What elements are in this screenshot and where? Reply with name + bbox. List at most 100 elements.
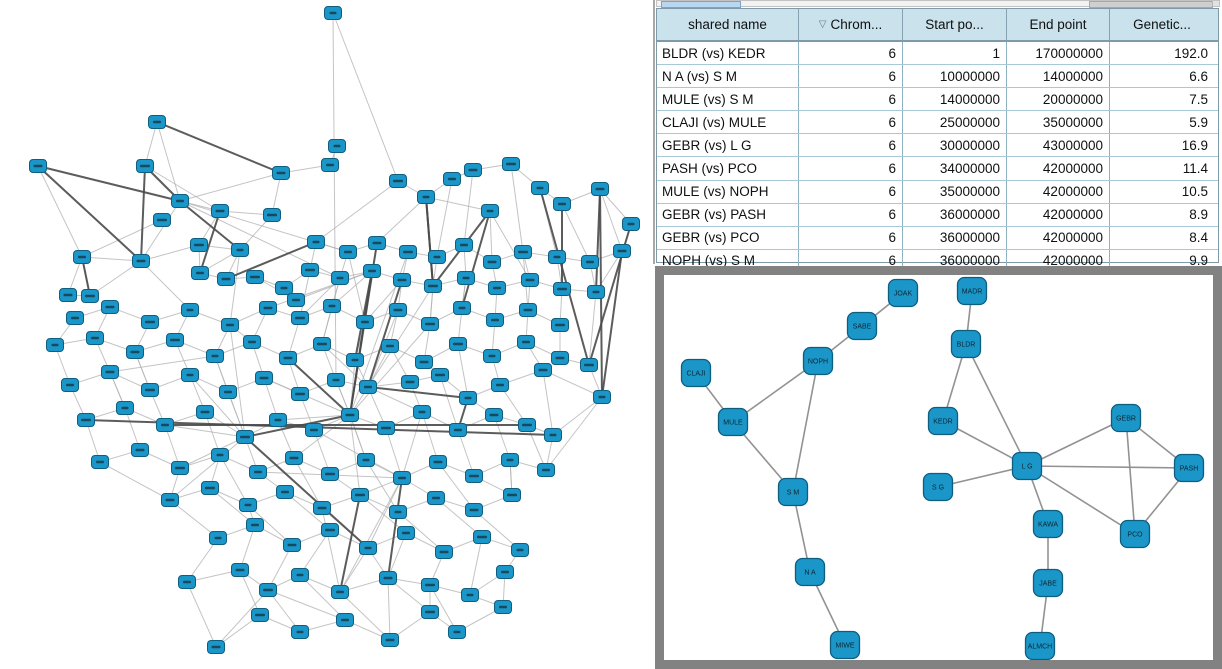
network-node[interactable] [221,318,239,332]
network-node[interactable] [481,204,499,218]
network-node[interactable] [209,531,227,545]
network-node[interactable] [259,301,277,315]
network-node[interactable] [491,378,509,392]
column-header-end-point[interactable]: End point [1007,9,1110,40]
network-node[interactable] [389,303,407,317]
network-node[interactable] [486,313,504,327]
network-node[interactable] [331,271,349,285]
network-node[interactable] [190,238,208,252]
network-node[interactable] [77,413,95,427]
network-node[interactable] [328,139,346,153]
network-node[interactable] [548,250,566,264]
table-row[interactable]: PASH (vs) PCO 6 34000000 42000000 11.4 [657,157,1218,181]
network-node[interactable] [464,163,482,177]
network-node-sabe[interactable]: SABE [846,311,878,341]
network-node-kawa[interactable]: KAWA [1032,509,1064,539]
network-node[interactable] [397,526,415,540]
network-node[interactable] [291,311,309,325]
network-node[interactable] [141,383,159,397]
network-node[interactable] [313,501,331,515]
table-row[interactable]: NOPH (vs) S M 6 36000000 42000000 9.9 [657,249,1218,272]
table-row[interactable]: GEBR (vs) PCO 6 36000000 42000000 8.4 [657,226,1218,250]
network-node-kedr[interactable]: KEDR [927,406,959,436]
network-node[interactable] [166,333,184,347]
network-node[interactable] [519,303,537,317]
network-node[interactable] [46,338,64,352]
network-node[interactable] [313,337,331,351]
network-node[interactable] [427,491,445,505]
network-node-noph[interactable]: NOPH [802,346,834,376]
network-node[interactable] [321,467,339,481]
network-node[interactable] [448,625,466,639]
network-node[interactable] [259,583,277,597]
network-node[interactable] [59,288,77,302]
network-node-bldr[interactable]: BLDR [950,329,982,359]
network-node[interactable] [324,6,342,20]
network-node-l-g[interactable]: L G [1011,451,1043,481]
network-node-joak[interactable]: JOAK [887,278,919,308]
network-node-claji[interactable]: CLAJI [680,358,712,388]
column-header-chrom[interactable]: ▽ Chrom... [799,9,903,40]
network-node[interactable] [537,463,555,477]
network-node[interactable] [496,565,514,579]
network-node[interactable] [201,481,219,495]
network-node[interactable] [473,530,491,544]
network-node[interactable] [553,197,571,211]
network-node[interactable] [246,518,264,532]
network-node[interactable] [246,270,264,284]
network-node[interactable] [126,345,144,359]
network-node[interactable] [279,351,297,365]
network-node[interactable] [132,254,150,268]
network-node[interactable] [488,281,506,295]
table-row[interactable]: MULE (vs) NOPH 6 35000000 42000000 10.5 [657,180,1218,204]
network-node[interactable] [449,337,467,351]
network-node[interactable] [393,273,411,287]
network-node[interactable] [377,421,395,435]
network-node[interactable] [389,174,407,188]
network-node[interactable] [494,600,512,614]
network-node[interactable] [272,166,290,180]
network-node[interactable] [413,405,431,419]
network-node[interactable] [153,213,171,227]
table-row[interactable]: GEBR (vs) PASH 6 36000000 42000000 8.9 [657,203,1218,227]
network-node[interactable] [431,368,449,382]
network-node[interactable] [553,282,571,296]
network-node[interactable] [534,363,552,377]
network-node[interactable] [211,204,229,218]
column-header-shared-name[interactable]: shared name [657,9,799,40]
network-node[interactable] [178,575,196,589]
network-node[interactable] [459,391,477,405]
network-node-n-a[interactable]: N A [794,557,826,587]
network-node-almch[interactable]: ALMCH [1024,631,1056,661]
network-node[interactable] [211,448,229,462]
network-node[interactable] [428,250,446,264]
network-node[interactable] [341,408,359,422]
network-node[interactable] [141,315,159,329]
network-node[interactable] [181,303,199,317]
network-node[interactable] [381,339,399,353]
network-node[interactable] [465,503,483,517]
network-node-pash[interactable]: PASH [1173,453,1205,483]
network-node[interactable] [171,461,189,475]
network-node[interactable] [518,418,536,432]
network-node[interactable] [544,428,562,442]
column-header-start-po[interactable]: Start po... [903,9,1007,40]
network-node[interactable] [207,640,225,654]
network-node[interactable] [580,358,598,372]
network-node[interactable] [305,423,323,437]
table-row[interactable]: BLDR (vs) KEDR 6 1 170000000 192.0 [657,42,1218,66]
network-node[interactable] [148,115,166,129]
network-node[interactable] [275,281,293,295]
network-node[interactable] [285,451,303,465]
network-node[interactable] [283,538,301,552]
network-node[interactable] [531,181,549,195]
table-row[interactable]: GEBR (vs) L G 6 30000000 43000000 16.9 [657,134,1218,158]
network-node[interactable] [86,331,104,345]
network-node[interactable] [161,493,179,507]
network-node[interactable] [381,633,399,647]
network-node[interactable] [389,505,407,519]
network-node[interactable] [255,371,273,385]
network-node[interactable] [321,523,339,537]
network-node[interactable] [116,401,134,415]
network-node[interactable] [331,585,349,599]
